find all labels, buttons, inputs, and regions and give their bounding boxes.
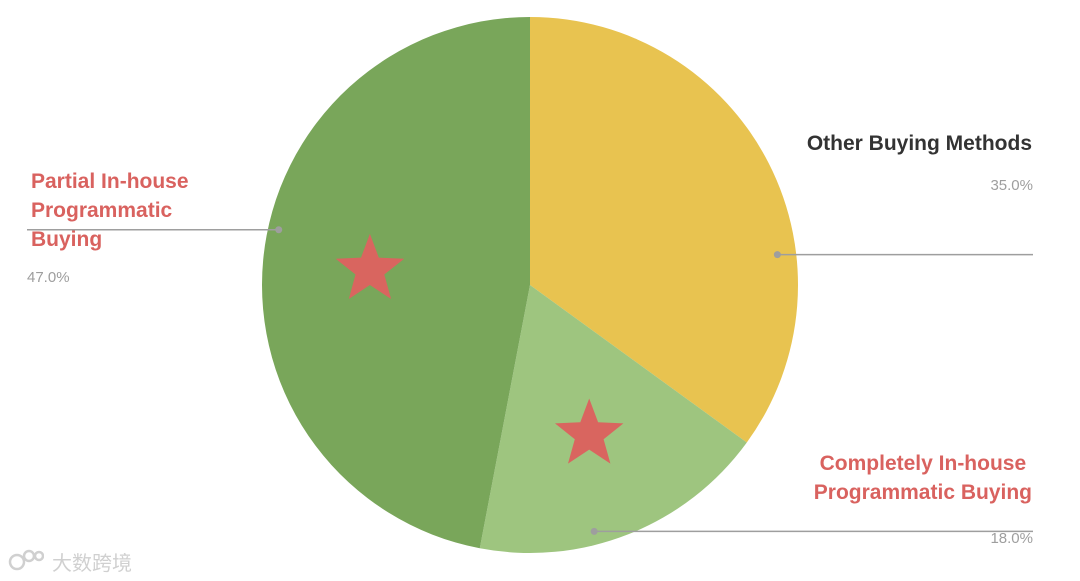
slice-value-other-buying-methods: 35.0% — [990, 177, 1033, 194]
pie-slices — [261, 17, 798, 553]
star-markers — [335, 233, 624, 464]
slice-value-partial-in-house: 47.0% — [27, 269, 70, 286]
pie-slice-partial-in-house-programmatic-buying — [261, 17, 530, 549]
leader-dot-other-buying-methods — [773, 251, 781, 259]
pie-slice-completely-in-house-programmatic-buying — [479, 285, 747, 553]
slice-value-completely-in-house: 18.0% — [990, 530, 1033, 547]
leader-dot-partial-in-house-programmatic-buying — [275, 226, 283, 234]
watermark-text: 大数跨境 — [52, 550, 132, 575]
slice-label-completely-in-house: Completely In-house Programmatic Buying — [814, 452, 1032, 504]
star-marker-completely-in-house-programmatic-buying — [555, 398, 624, 464]
leader-dot-completely-in-house-programmatic-buying — [590, 527, 598, 535]
pie-slice-other-buying-methods — [530, 17, 798, 443]
watermark-logo-icon — [8, 549, 44, 571]
watermark: 大数跨境 — [8, 546, 132, 576]
slice-label-partial-in-house: Partial In-house Programmatic Buying — [31, 170, 194, 251]
star-marker-partial-in-house-programmatic-buying — [335, 233, 405, 299]
leader-lines — [27, 226, 1033, 535]
slice-label-other-buying-methods: Other Buying Methods — [807, 132, 1032, 155]
